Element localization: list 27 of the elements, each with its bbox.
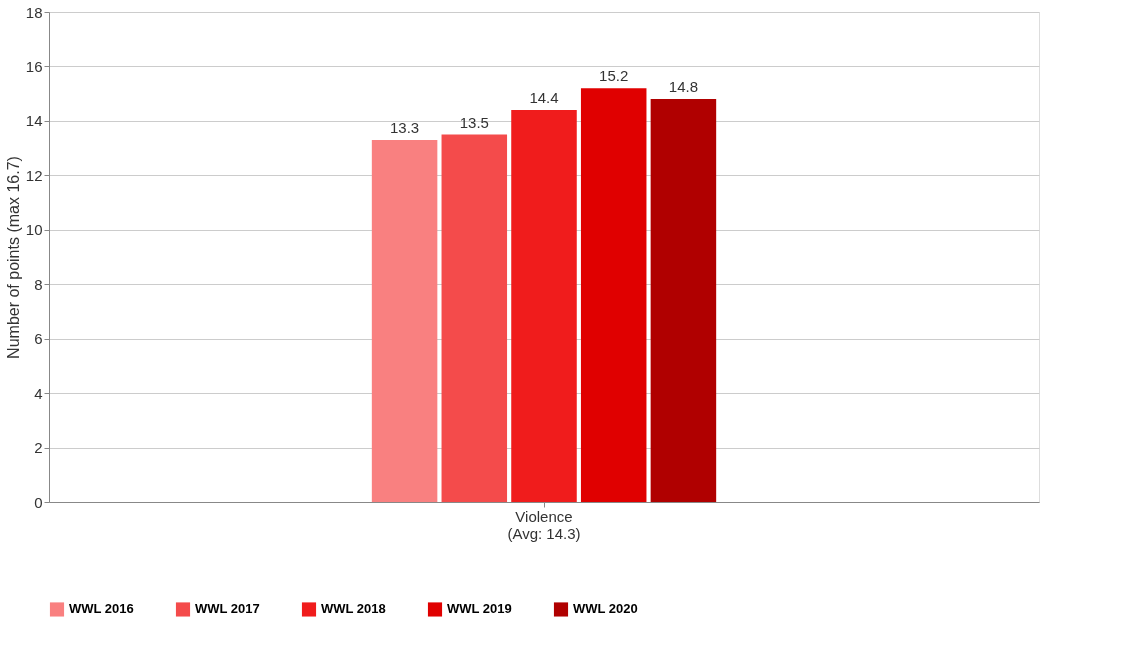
bar <box>511 110 577 502</box>
legend-label: WWL 2020 <box>573 601 638 617</box>
bar <box>371 139 438 502</box>
legend-label: WWL 2018 <box>321 601 386 617</box>
legend-label: WWL 2019 <box>447 601 512 617</box>
y-tick-label: 8 <box>34 275 43 293</box>
x-tick-label: Violence (Avg: 14.3) <box>507 507 581 542</box>
y-tick-label: 18 <box>25 3 43 21</box>
y-tick-label: 14 <box>25 112 43 130</box>
data-label: 15.2 <box>599 67 629 85</box>
y-tick-label: 12 <box>25 166 43 184</box>
legend-label: WWL 2017 <box>195 601 260 617</box>
y-tick-label: 0 <box>34 493 43 511</box>
legend-label: WWL 2016 <box>69 601 134 617</box>
y-tick-label: 6 <box>34 330 43 348</box>
y-tick-label: 2 <box>34 439 43 457</box>
bar <box>441 134 508 502</box>
data-label: 13.5 <box>459 113 489 131</box>
bar <box>650 99 717 502</box>
y-tick-label: 10 <box>25 221 43 239</box>
data-label: 14.4 <box>529 89 559 106</box>
bar <box>580 88 647 502</box>
y-tick-label: 16 <box>25 57 43 75</box>
y-tick-label: 4 <box>34 384 43 402</box>
data-label: 14.8 <box>668 78 699 96</box>
data-label: 13.3 <box>389 118 420 136</box>
y-axis-title: Number of points (max 16.7) <box>4 156 22 359</box>
